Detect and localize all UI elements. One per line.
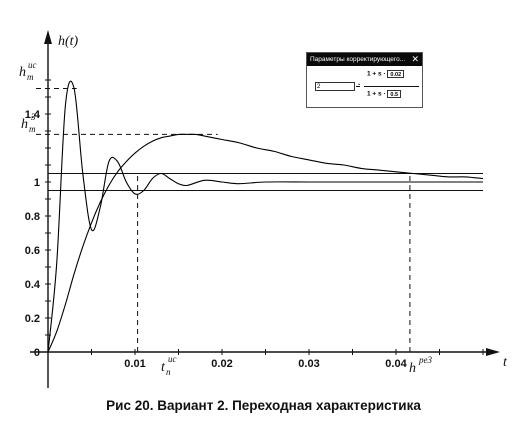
y-tick-label: 0.8 [25, 211, 40, 223]
series-line-0 [48, 80, 483, 352]
x-tick-label: 0.03 [298, 358, 319, 370]
ann-sup: uc [168, 354, 177, 364]
axes [30, 30, 500, 388]
ann-sup: pe3 [418, 355, 432, 365]
denominator: 1 + s · 0.5 [367, 90, 402, 98]
ann-main: h [19, 65, 26, 80]
ann-sub: m [29, 124, 36, 134]
y-tick-label: 1 [34, 177, 40, 189]
x-tick-label: 0.04 [385, 358, 407, 370]
dialog-body: 2 · 1 + s · 0.02 1 + s · 0.5 [307, 66, 422, 107]
y-tick-label: 0.4 [25, 279, 41, 291]
figure-caption: Рис 20. Вариант 2. Переходная характерис… [106, 398, 421, 413]
reference-lines [36, 88, 483, 352]
ann-main: h [409, 361, 416, 376]
mult-symbol: · [358, 80, 361, 89]
denominator-prefix: 1 + s · [367, 90, 386, 98]
ann-sup: 3 [30, 112, 36, 122]
corrector-params-dialog[interactable]: Параметры корректирующего... ✕ 2 · 1 + s… [306, 52, 423, 108]
tick-labels: 0.01 0.02 0.03 0.04 0 0.2 0.4 0.6 0.8 1 1.4 [25, 109, 408, 370]
annotation-x-settling: t n uc [161, 354, 177, 377]
x-tick-label: 0.02 [211, 358, 232, 370]
fraction-bar [364, 86, 419, 87]
numerator-input[interactable]: 0.02 [387, 70, 405, 78]
series-line-1 [48, 133, 483, 352]
dialog-titlebar[interactable]: Параметры корректирующего... ✕ [307, 53, 422, 66]
ann-sub: n [166, 367, 171, 377]
annotation-y-overshoot-fast: h m uc [19, 60, 37, 82]
y-tick-label: 1.4 [25, 109, 41, 121]
ann-sub: m [27, 72, 34, 82]
dialog-title: Параметры корректирующего... [310, 56, 406, 63]
ann-main: t [161, 360, 166, 375]
numerator: 1 + s · 0.02 [367, 70, 405, 78]
y-axis-label: h(t) [58, 34, 79, 49]
close-icon[interactable]: ✕ [411, 54, 419, 64]
curves [48, 80, 483, 352]
y-tick-label: 0.2 [25, 313, 40, 325]
x-tick-label: 0.01 [124, 358, 145, 370]
denominator-input[interactable]: 0.5 [387, 90, 402, 98]
k-input[interactable]: 2 [315, 82, 360, 91]
y-axis-arrow [44, 30, 52, 44]
ann-main: h [21, 117, 28, 132]
annotation-x-res: h pe3 [409, 355, 432, 376]
x-axis-label: t [503, 355, 508, 370]
x-axis-arrow [486, 348, 500, 356]
ann-sup: uc [28, 60, 37, 70]
y-tick-label: 0.6 [25, 245, 40, 257]
annotation-y-overshoot-slow: h m 3 [21, 112, 36, 134]
numerator-prefix: 1 + s · [367, 70, 386, 78]
y-tick-label: 0 [34, 347, 40, 359]
